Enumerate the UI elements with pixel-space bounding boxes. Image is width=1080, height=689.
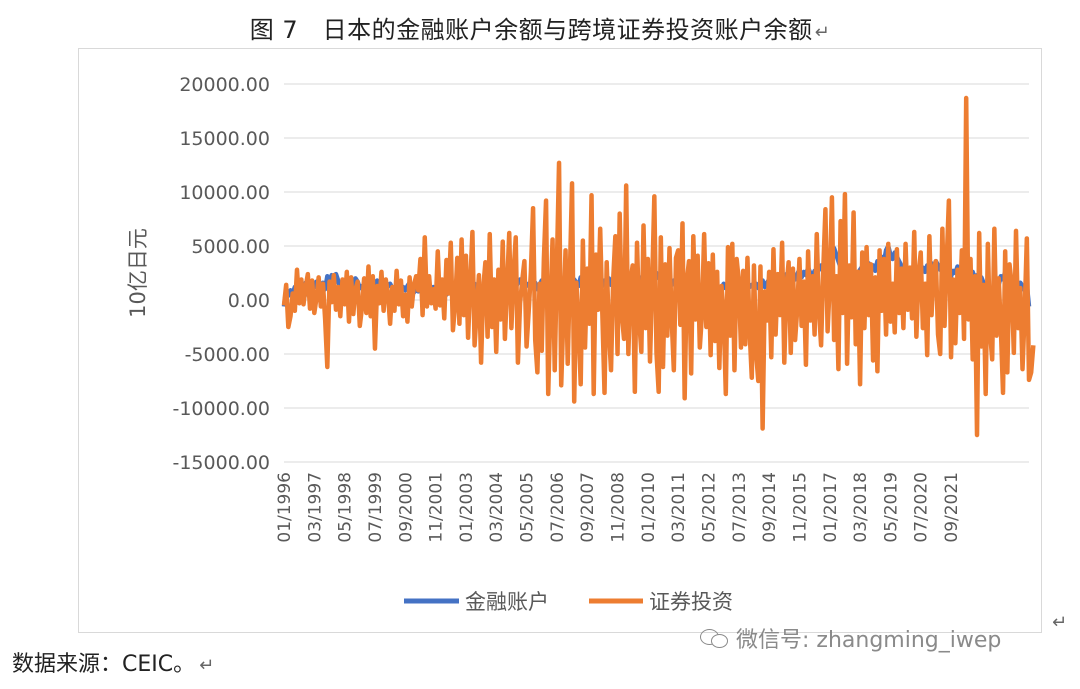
x-tick-label: 09/2021 [942,472,962,543]
series-lines [281,95,1036,438]
x-tick-label: 07/1999 [366,472,386,543]
source-text: 数据来源：CEIC。 [12,652,196,677]
x-tick-label: 07/2006 [548,472,568,543]
legend: 金融账户 证券投资 [404,590,733,614]
x-axis-ticks: 01/1996 03/1997 05/1998 07/1999 09/2000 11/20… [275,472,962,543]
legend-label-financial-account: 金融账户 [465,590,549,614]
wechat-icon [700,627,730,649]
x-tick-label: 09/2000 [396,472,416,543]
wechat-watermark: 微信号: zhangming_iwep [700,622,1001,654]
chart-frame: 20000.00 15000.00 10000.00 5000.00 0.00 -5000… [78,48,1042,633]
return-mark: ↵ [814,22,831,43]
x-tick-label: 03/1997 [305,472,325,543]
series-line-portfolio-investment [281,95,1036,438]
x-tick-label: 03/2004 [487,472,507,543]
x-tick-label: 03/2018 [851,472,871,543]
x-tick-label: 01/2010 [639,472,659,543]
x-tick-label: 09/2007 [578,472,598,543]
y-tick-label: 0.00 [228,290,270,312]
corner-return-mark: ↵ [1052,612,1068,633]
figure-title: 图 7 日本的金融账户余额与跨境证券投资账户余额 ↵ [0,10,1080,45]
watermark-text: 微信号: zhangming_iwep [736,628,1002,653]
y-tick-label: -15000.00 [172,452,270,474]
x-tick-label: 09/2014 [760,472,780,543]
x-tick-label: 07/2013 [730,472,750,543]
x-tick-label: 11/2001 [427,472,447,543]
x-tick-label: 01/2003 [457,472,477,543]
line-chart: 20000.00 15000.00 10000.00 5000.00 0.00 -5000… [126,74,1036,614]
x-tick-label: 11/2008 [609,472,629,543]
x-tick-label: 05/2012 [700,472,720,543]
source-return-mark: ↵ [199,655,215,676]
source-note: 数据来源：CEIC。 ↵ [12,646,214,678]
y-tick-label: -5000.00 [185,344,270,366]
x-tick-label: 07/2020 [912,472,932,543]
x-tick-label: 03/2011 [669,472,689,543]
x-tick-label: 11/2015 [790,472,810,543]
x-tick-label: 01/2017 [821,472,841,543]
y-tick-label: 20000.00 [179,74,270,96]
y-axis-label: 10亿日元 [126,228,150,318]
x-tick-label: 05/2019 [881,472,901,543]
y-tick-label: 10000.00 [179,182,270,204]
y-tick-label: -10000.00 [172,398,270,420]
y-tick-label: 5000.00 [191,236,270,258]
x-tick-label: 05/1998 [336,472,356,543]
figure-title-text: 图 7 日本的金融账户余额与跨境证券投资账户余额 [249,16,813,44]
x-tick-label: 05/2005 [518,472,538,543]
y-axis-ticks: 20000.00 15000.00 10000.00 5000.00 0.00 -5000… [172,74,270,474]
x-tick-label: 01/1996 [275,472,295,543]
y-tick-label: 15000.00 [179,128,270,150]
legend-label-portfolio-investment: 证券投资 [649,590,733,614]
